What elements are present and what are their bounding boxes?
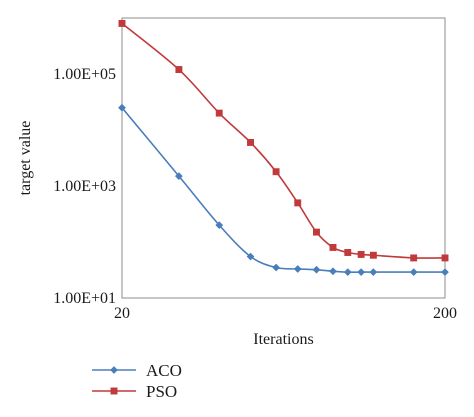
data-point-pso xyxy=(175,66,183,74)
series-line-pso xyxy=(121,22,446,259)
data-point-pso xyxy=(215,109,223,117)
series-layer xyxy=(118,19,449,277)
legend-item-pso: PSO xyxy=(92,382,177,401)
data-point-pso xyxy=(247,138,254,146)
data-point-pso xyxy=(313,228,320,236)
data-point-pso xyxy=(294,199,302,207)
data-point-aco xyxy=(357,268,366,277)
plot-border xyxy=(121,17,446,299)
series-pso xyxy=(118,19,449,262)
data-point-aco xyxy=(409,268,418,277)
data-point-aco xyxy=(441,268,449,277)
legend: ACO PSO xyxy=(92,361,182,401)
data-point-aco xyxy=(343,268,352,277)
data-point-aco xyxy=(246,252,255,261)
data-point-aco xyxy=(369,268,378,277)
series-aco xyxy=(118,103,449,277)
data-point-pso xyxy=(329,243,337,251)
data-point-pso xyxy=(357,250,365,258)
data-point-pso xyxy=(410,254,418,262)
tick-labels: 1.00E+01 1.00E+03 1.00E+05 20 200 xyxy=(53,66,457,322)
legend-item-aco: ACO xyxy=(92,361,182,380)
legend-marker-pso xyxy=(110,387,118,395)
x-tick-label: 20 xyxy=(114,305,130,322)
legend-label-pso: PSO xyxy=(146,382,177,401)
series-line-aco xyxy=(121,107,445,273)
plot-area xyxy=(121,17,446,299)
data-point-pso xyxy=(118,19,126,27)
data-point-aco xyxy=(272,263,281,272)
data-point-pso xyxy=(344,249,352,256)
data-point-aco xyxy=(118,103,126,112)
data-point-aco xyxy=(293,265,302,273)
legend-marker-aco xyxy=(110,366,118,374)
data-point-aco xyxy=(312,265,321,274)
data-point-pso xyxy=(369,251,377,259)
y-tick-label: 1.00E+01 xyxy=(53,290,116,307)
y-axis-title: target value xyxy=(17,121,34,196)
data-point-aco xyxy=(329,267,337,276)
x-axis-title: Iterations xyxy=(253,331,313,348)
y-tick-label: 1.00E+05 xyxy=(53,66,116,83)
y-tick-label: 1.00E+03 xyxy=(53,178,116,195)
data-point-aco xyxy=(215,221,224,230)
data-point-pso xyxy=(272,168,280,176)
data-point-aco xyxy=(174,172,183,181)
data-point-pso xyxy=(441,254,449,262)
x-tick-label: 200 xyxy=(433,305,457,322)
legend-label-aco: ACO xyxy=(146,361,182,380)
